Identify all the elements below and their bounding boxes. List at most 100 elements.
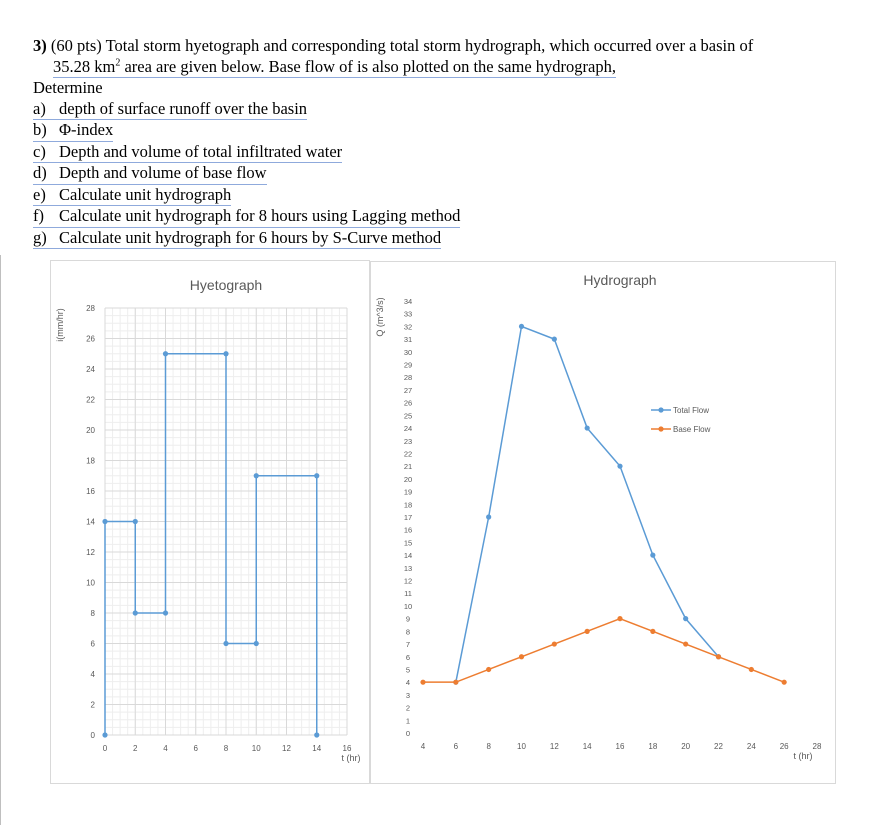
y-axis-label: i(mm/hr) (55, 308, 65, 342)
question-item-underline: e) Calculate unit hydrograph (33, 184, 232, 206)
data-point (551, 336, 557, 342)
series-line (104, 353, 318, 735)
question-label: b) (33, 120, 47, 139)
question-item: g) Calculate unit hydrograph for 6 hours … (33, 228, 863, 249)
y-tick-label: 14 (86, 518, 95, 527)
y-tick-label: 26 (404, 399, 412, 408)
x-tick-label: 14 (312, 744, 321, 753)
y-tick-label: 22 (404, 449, 412, 458)
y-tick-label: 17 (404, 513, 412, 522)
y-tick-label: 2 (406, 704, 410, 713)
data-point (683, 641, 689, 647)
hyetograph-panel: Hyetograph 0 2 4 6 8 10 12 14 16 18 20 22 24 26 28 0 2 4 6 8… (50, 260, 370, 784)
data-point (551, 641, 557, 647)
question-label: d) (33, 163, 47, 182)
y-tick-label: 6 (406, 653, 410, 662)
x-tick-label: 18 (648, 742, 657, 751)
question-text: Calculate unit hydrograph for 8 hours us… (59, 206, 461, 225)
question-item: e) Calculate unit hydrograph (33, 184, 863, 206)
problem-intro-text2: area are given below. Base flow of is al… (120, 56, 616, 76)
y-tick-label: 33 (404, 310, 412, 319)
hydrograph-chart: Hydrograph012345678910111213141516171819… (375, 272, 822, 761)
data-point (518, 323, 525, 330)
problem-intro-line2: 35.28 km2 area are given below. Base flo… (33, 56, 863, 78)
data-point (102, 518, 108, 525)
y-tick-label: 27 (404, 386, 412, 395)
y-tick-label: 4 (91, 670, 96, 679)
question-item: f) Calculate unit hydrograph for 8 hours … (33, 206, 863, 228)
x-tick-label: 16 (616, 742, 625, 751)
y-tick-label: 9 (406, 615, 410, 624)
data-point (486, 514, 492, 520)
x-tick-label: 22 (714, 742, 723, 751)
data-point (314, 473, 320, 479)
y-tick-label: 18 (86, 457, 95, 466)
legend-swatch-marker (658, 426, 664, 432)
x-tick-label: 10 (252, 744, 261, 753)
data-point (132, 518, 138, 525)
chart-title: Hydrograph (583, 272, 656, 288)
y-tick-label: 0 (91, 731, 96, 740)
y-tick-label: 24 (404, 424, 412, 433)
x-axis-label: t (hr) (794, 751, 813, 761)
y-tick-label: 8 (91, 609, 96, 618)
legend-swatch-marker (658, 407, 664, 413)
y-tick-label: 31 (404, 335, 412, 344)
x-tick-label: 10 (517, 742, 526, 751)
y-tick-label: 16 (404, 526, 412, 535)
y-tick-label: 15 (404, 538, 412, 547)
question-item-underline: d) Depth and volume of base flow (33, 163, 267, 185)
y-tick-label: 25 (404, 411, 412, 420)
y-tick-label: 7 (406, 640, 410, 649)
data-point (420, 679, 426, 685)
data-point (223, 351, 229, 357)
x-tick-label: 6 (194, 744, 199, 753)
data-point (253, 640, 259, 647)
x-tick-label: 16 (343, 744, 352, 753)
y-axis-label: Q (m^3/s) (375, 297, 385, 336)
y-tick-label: 19 (404, 488, 412, 497)
data-point (781, 679, 787, 685)
data-point (715, 654, 722, 660)
problem-intro-text1: (60 pts) Total storm hyetograph and corr… (50, 36, 754, 55)
x-tick-label: 6 (454, 742, 459, 751)
x-tick-label: 4 (163, 744, 168, 753)
x-tick-label: 2 (133, 744, 138, 753)
x-tick-label: 0 (103, 744, 108, 753)
y-tick-label: 22 (86, 396, 95, 405)
question-item: c) Depth and volume of total infiltrated … (33, 141, 863, 163)
y-tick-label: 20 (404, 475, 412, 484)
question-text: Φ-index (59, 120, 114, 139)
question-item-underline: g) Calculate unit hydrograph for 6 hours … (33, 228, 442, 249)
data-point (102, 732, 108, 738)
x-tick-label: 28 (813, 742, 822, 751)
y-tick-label: 1 (406, 716, 410, 725)
data-point (518, 654, 525, 660)
y-tick-label: 2 (91, 701, 96, 710)
question-label: e) (33, 184, 46, 204)
y-tick-label: 30 (404, 348, 412, 357)
data-point (162, 351, 169, 357)
determine-label: Determine (33, 78, 103, 97)
data-point (162, 610, 169, 616)
question-item-underline: c) Depth and volume of total infiltrated … (33, 141, 343, 163)
data-point (253, 473, 259, 479)
x-tick-label: 20 (681, 742, 690, 751)
question-label: a) (33, 98, 46, 118)
legend-label: Total Flow (673, 406, 709, 415)
page-left-border (0, 255, 1, 825)
y-tick-label: 28 (404, 373, 412, 382)
y-tick-label: 13 (404, 564, 412, 573)
x-tick-label: 24 (747, 742, 756, 751)
problem-statement: 3) (60 pts) Total storm hyetograph and c… (33, 36, 863, 249)
y-tick-label: 3 (406, 691, 410, 700)
data-point (314, 732, 320, 738)
y-tick-label: 10 (404, 602, 412, 611)
question-text: Depth and volume of total infiltrated wa… (59, 141, 343, 161)
y-tick-label: 4 (406, 678, 410, 687)
data-point (617, 463, 623, 469)
legend-label: Base Flow (673, 425, 711, 434)
problem-intro-line2-wrap: 35.28 km2 area are given below. Base flo… (53, 56, 616, 78)
x-tick-label: 8 (224, 744, 229, 753)
